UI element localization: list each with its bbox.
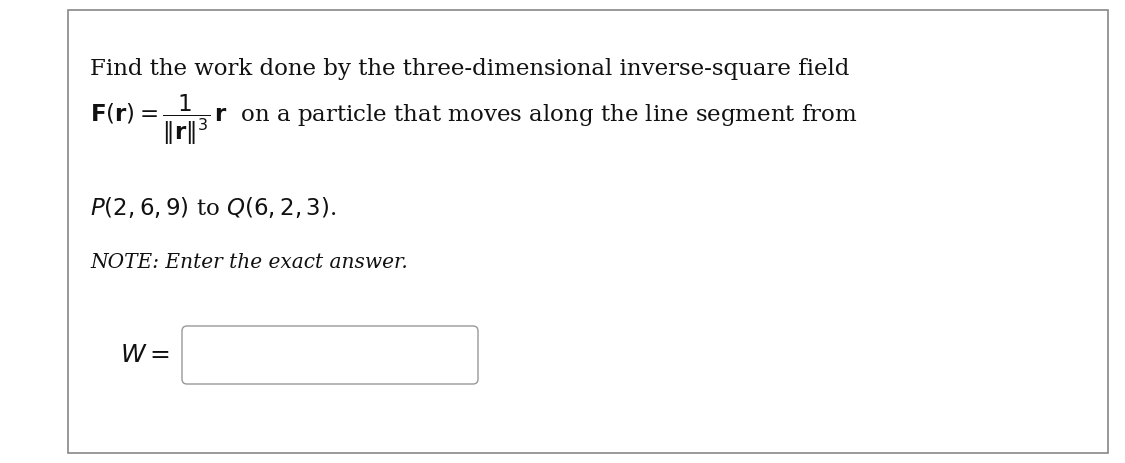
Text: $W =$: $W =$ xyxy=(120,344,170,367)
Text: $\mathit{P}(2, 6, 9)$ to $\mathit{Q}(6, 2, 3)$.: $\mathit{P}(2, 6, 9)$ to $\mathit{Q}(6, … xyxy=(90,195,336,220)
FancyBboxPatch shape xyxy=(182,326,478,384)
Text: NOTE: Enter the exact answer.: NOTE: Enter the exact answer. xyxy=(90,254,407,273)
Text: $\mathbf{F}(\mathbf{r}) = \dfrac{1}{\|\mathbf{r}\|^3}\,\mathbf{r}$  on a particl: $\mathbf{F}(\mathbf{r}) = \dfrac{1}{\|\m… xyxy=(90,93,857,147)
Text: Find the work done by the three-dimensional inverse-square field: Find the work done by the three-dimensio… xyxy=(90,58,849,80)
